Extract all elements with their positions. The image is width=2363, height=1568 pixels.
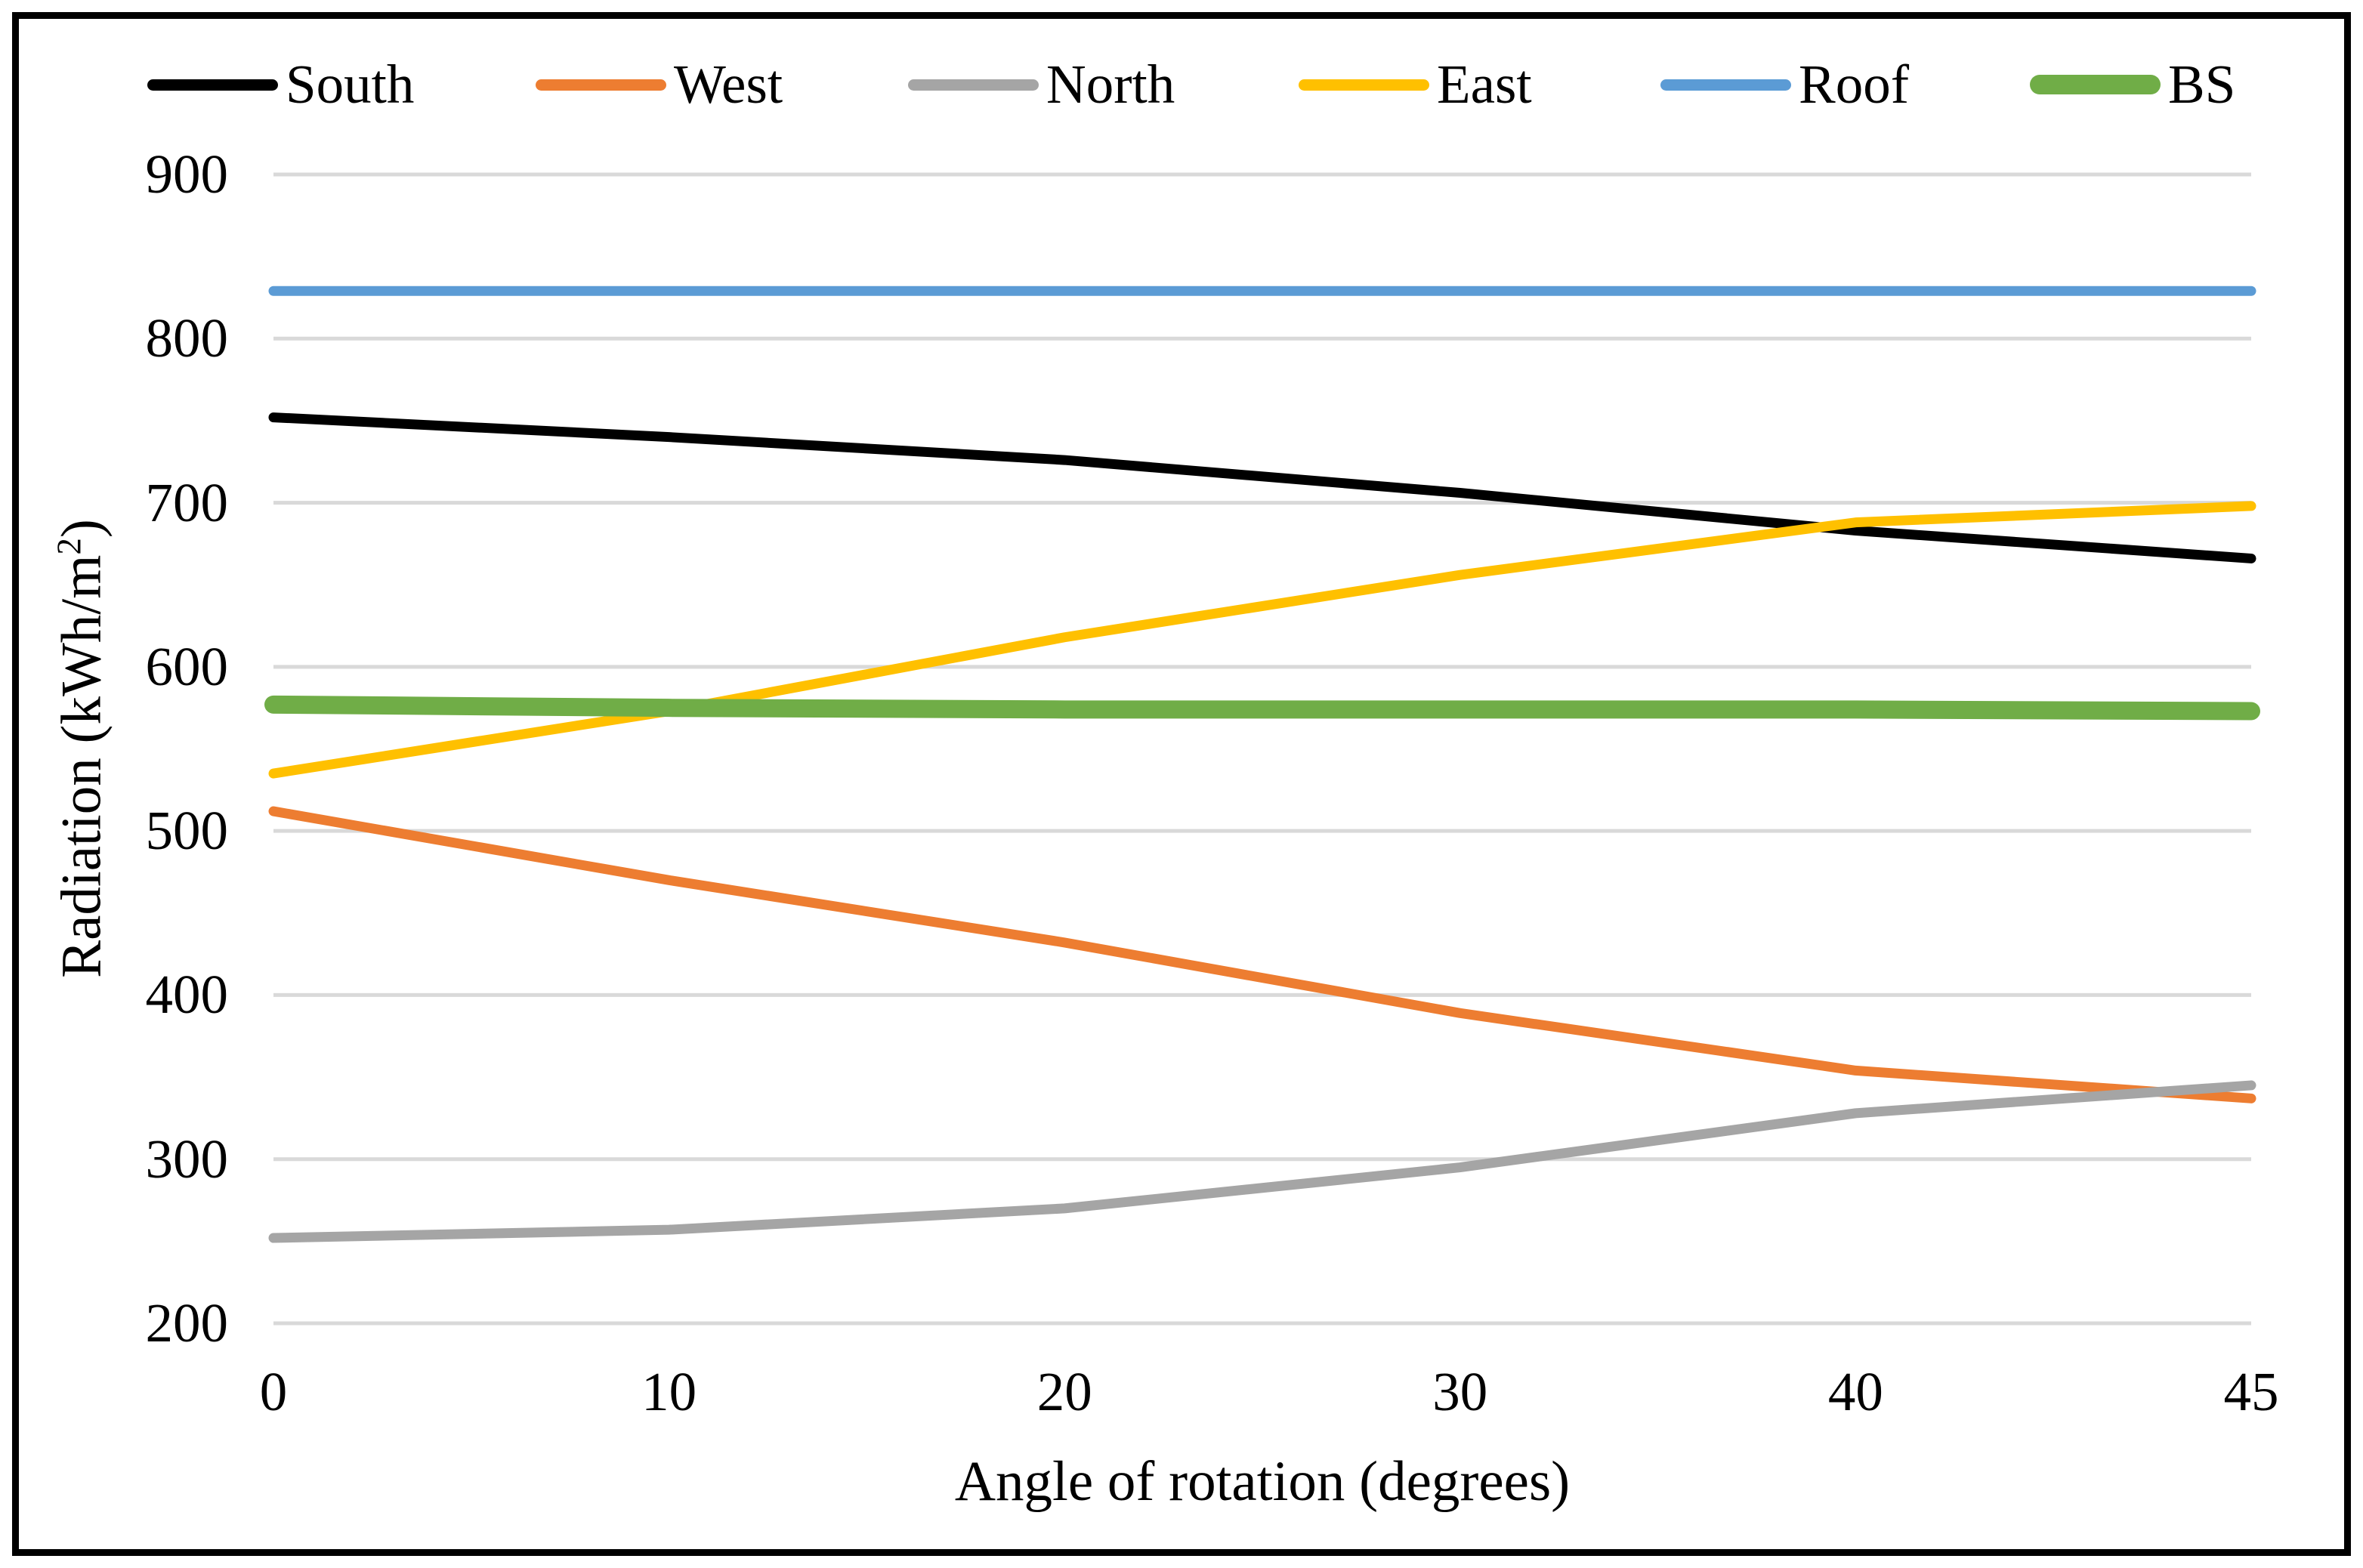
y-tick-label-700: 700: [145, 471, 229, 533]
y-tick-label-600: 600: [145, 635, 229, 697]
chart-border: [12, 12, 2351, 1556]
legend-item-roof: Roof: [1660, 47, 1909, 122]
y-tick-label-300: 300: [145, 1128, 229, 1190]
x-tick-label-0: 0: [259, 1361, 288, 1422]
y-tick-label-900: 900: [145, 144, 229, 205]
legend-swatch-south: [147, 79, 278, 91]
x-tick-label-20: 20: [1036, 1361, 1092, 1422]
y-axis-title-superscript: 2: [50, 538, 88, 555]
y-axis-title: Radiation (kWh/m2): [39, 519, 113, 978]
legend-label-north: North: [1046, 54, 1175, 115]
x-tick-label-30: 30: [1432, 1361, 1488, 1422]
chart-legend: South West North East Roof BS: [0, 47, 2363, 122]
y-tick-label-500: 500: [145, 800, 229, 862]
y-tick-label-800: 800: [145, 307, 229, 369]
x-tick-label-40: 40: [1827, 1361, 1883, 1422]
legend-label-bs: BS: [2168, 54, 2236, 115]
legend-swatch-bs: [2030, 75, 2161, 94]
legend-item-east: East: [1299, 47, 1532, 122]
legend-swatch-north: [908, 79, 1039, 91]
legend-label-south: South: [286, 54, 415, 115]
legend-swatch-west: [536, 79, 666, 91]
series-line-south: [268, 412, 2256, 563]
y-axis-title-suffix: ): [50, 519, 113, 539]
legend-item-north: North: [908, 47, 1175, 122]
y-tick-label-200: 200: [145, 1292, 229, 1353]
series-line-north: [268, 1080, 2256, 1243]
x-tick-label-10: 10: [641, 1361, 697, 1422]
y-axis-title-prefix: Radiation (kWh/m: [50, 554, 113, 978]
legend-item-south: South: [147, 47, 414, 122]
series-line-east: [268, 501, 2256, 779]
legend-swatch-roof: [1660, 79, 1791, 91]
legend-label-west: West: [674, 54, 783, 115]
legend-label-roof: Roof: [1799, 54, 1909, 115]
legend-item-bs: BS: [2030, 47, 2235, 122]
x-axis-title: Angle of rotation (degrees): [954, 1450, 1571, 1513]
legend-item-west: West: [536, 47, 783, 122]
series-line-bs: [264, 695, 2260, 721]
x-tick-label-45: 45: [2223, 1361, 2279, 1422]
legend-swatch-east: [1299, 79, 1429, 91]
y-tick-label-400: 400: [145, 964, 229, 1026]
legend-label-east: East: [1437, 54, 1532, 115]
series-line-west: [268, 806, 2256, 1103]
